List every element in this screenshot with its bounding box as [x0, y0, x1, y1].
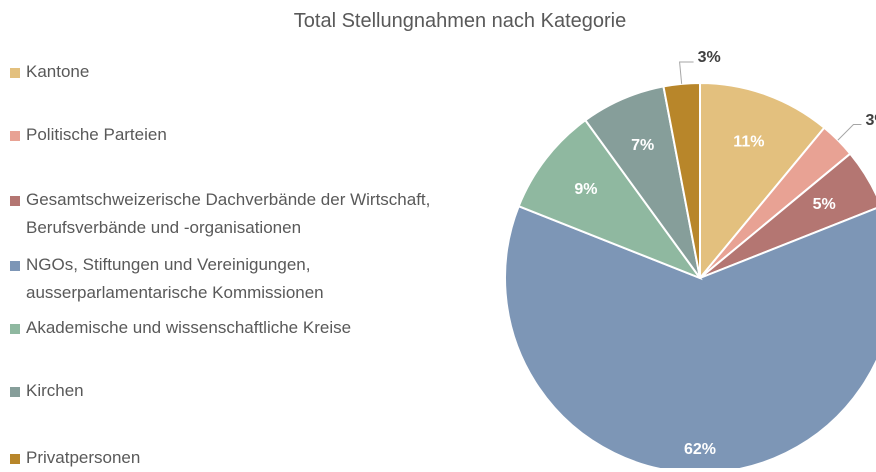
legend-label: NGOs, Stiftungen und Vereinigungen, auss… [26, 255, 324, 302]
pie-slice [662, 81, 701, 279]
legend-label: Kantone [26, 62, 90, 81]
data-label: 11% [733, 133, 764, 150]
data-label: 7% [631, 137, 654, 154]
legend-swatch [10, 261, 20, 271]
legend-label: Privatpersonen [26, 448, 141, 467]
legend-item: NGOs, Stiftungen und Vereinigungen, auss… [10, 251, 446, 307]
leader-line [837, 124, 862, 141]
data-label: 3% [698, 49, 721, 66]
data-label: 5% [813, 196, 836, 213]
pie-slice [699, 152, 876, 279]
legend-swatch [10, 68, 20, 78]
legend-swatch [10, 387, 20, 397]
legend-label: Gesamtschweizerische Dachverbände der Wi… [26, 190, 431, 237]
legend-swatch [10, 196, 20, 206]
legend-label: Politische Parteien [26, 125, 167, 144]
legend-swatch [10, 324, 20, 334]
pie-slice [517, 118, 703, 281]
legend-swatch [10, 131, 20, 141]
legend-item: Gesamtschweizerische Dachverbände der Wi… [10, 186, 446, 242]
legend-item: Kirchen [10, 377, 446, 405]
legend-item: Politische Parteien [10, 121, 446, 149]
pie-slice [504, 204, 876, 468]
leader-line [679, 61, 694, 84]
legend-label: Kirchen [26, 381, 84, 400]
legend-item: Akademische und wissenschaftliche Kreise [10, 314, 446, 342]
legend-item: Privatpersonen [10, 444, 446, 472]
data-label: 62% [684, 441, 716, 458]
legend-item: Kantone [10, 58, 446, 86]
data-label: 9% [574, 181, 597, 198]
legend-label: Akademische und wissenschaftliche Kreise [26, 318, 352, 337]
data-label: 3% [865, 112, 876, 129]
chart-title: Total Stellungnahmen nach Kategorie [294, 10, 626, 32]
pie-slice [699, 81, 826, 281]
legend-swatch [10, 454, 20, 464]
